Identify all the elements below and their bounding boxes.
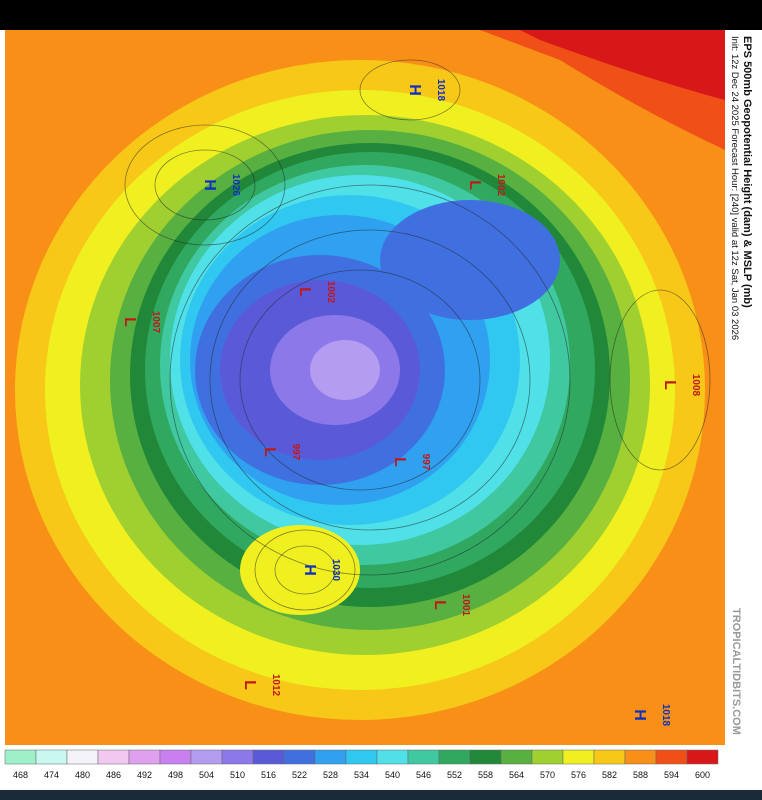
colorbar-cell (283, 749, 316, 765)
pressure-center-type: L (466, 180, 483, 190)
colorbar-label: 558 (478, 770, 493, 780)
colorbar-cell (593, 749, 626, 765)
colorbar-cell (128, 749, 161, 765)
colorbar-label: 516 (261, 770, 276, 780)
colorbar-cell (35, 749, 68, 765)
colorbar-label: 522 (292, 770, 307, 780)
pressure-center-value: 1008 (690, 374, 701, 397)
pressure-center-type: L (661, 380, 678, 390)
colorbar-label: 582 (602, 770, 617, 780)
colorbar-label: 546 (416, 770, 431, 780)
colorbar-cell (97, 749, 130, 765)
colorbar-label: 594 (664, 770, 679, 780)
colorbar-cell (469, 749, 502, 765)
colorbar-label: 510 (230, 770, 245, 780)
watermark: TROPICALTIDBITS.COM (730, 608, 742, 735)
colorbar-cell (624, 749, 657, 765)
pressure-center-value: 1026 (230, 174, 241, 197)
colorbar-label: 570 (540, 770, 555, 780)
colorbar-label: 480 (75, 770, 90, 780)
map (5, 30, 725, 745)
pressure-center-value: 1001 (460, 594, 471, 617)
pressure-center-value: 1002 (495, 174, 506, 197)
colorbar-cell (345, 749, 378, 765)
pressure-center-type: L (121, 317, 138, 327)
pressure-center-type: L (241, 680, 258, 690)
colorbar-label: 600 (695, 770, 710, 780)
pressure-center-type: L (296, 287, 313, 297)
colorbar-label: 468 (13, 770, 28, 780)
colorbar-cell (438, 749, 471, 765)
colorbar-cell (4, 749, 37, 765)
colorbar-label: 588 (633, 770, 648, 780)
pressure-center-value: 997 (420, 454, 431, 471)
title: EPS 500mb Geopotential Height (dam) & MS… (741, 36, 753, 308)
colorbar-cell (376, 749, 409, 765)
colorbar-label: 534 (354, 770, 369, 780)
top-bar (0, 0, 762, 30)
pressure-center-value: 1002 (325, 281, 336, 304)
pressure-center-type: H (631, 709, 648, 721)
pressure-center-type: H (406, 84, 423, 96)
pressure-center-value: 997 (290, 444, 301, 461)
colorbar-cell (407, 749, 440, 765)
colorbar-label: 492 (137, 770, 152, 780)
colorbar-cell (159, 749, 192, 765)
colorbar-cell (562, 749, 595, 765)
colorbar-cell (252, 749, 285, 765)
pressure-center-type: H (201, 179, 218, 191)
pressure-center-value: 1012 (270, 674, 281, 697)
pressure-center-type: H (301, 564, 318, 576)
pressure-center-type: L (261, 447, 278, 457)
pressure-center-value: 1018 (435, 79, 446, 102)
colorbar-label: 498 (168, 770, 183, 780)
colorbar-cell (655, 749, 688, 765)
colorbar-label: 540 (385, 770, 400, 780)
pressure-center-type: L (391, 457, 408, 467)
colorbar-label: 474 (44, 770, 59, 780)
pressure-center-type: L (431, 600, 448, 610)
pressure-center-value: 1018 (660, 704, 671, 727)
colorbar-cell (531, 749, 564, 765)
colorbar-label: 576 (571, 770, 586, 780)
colorbar-label: 564 (509, 770, 524, 780)
colorbar-cell (686, 749, 719, 765)
pressure-center-value: 1007 (150, 311, 161, 334)
colorbar-cell (221, 749, 254, 765)
subtitle: Init: 12z Dec 24 2025 Forecast Hour: [24… (729, 36, 740, 340)
colorbar-label: 504 (199, 770, 214, 780)
colorbar-label: 528 (323, 770, 338, 780)
colorbar-cell (500, 749, 533, 765)
colorbar-cell (66, 749, 99, 765)
colorbar-cell (190, 749, 223, 765)
colorbar-label: 552 (447, 770, 462, 780)
colorbar-label: 486 (106, 770, 121, 780)
colorbar-cell (314, 749, 347, 765)
pressure-center-value: 1030 (330, 559, 341, 582)
bottom-bar (0, 790, 762, 800)
